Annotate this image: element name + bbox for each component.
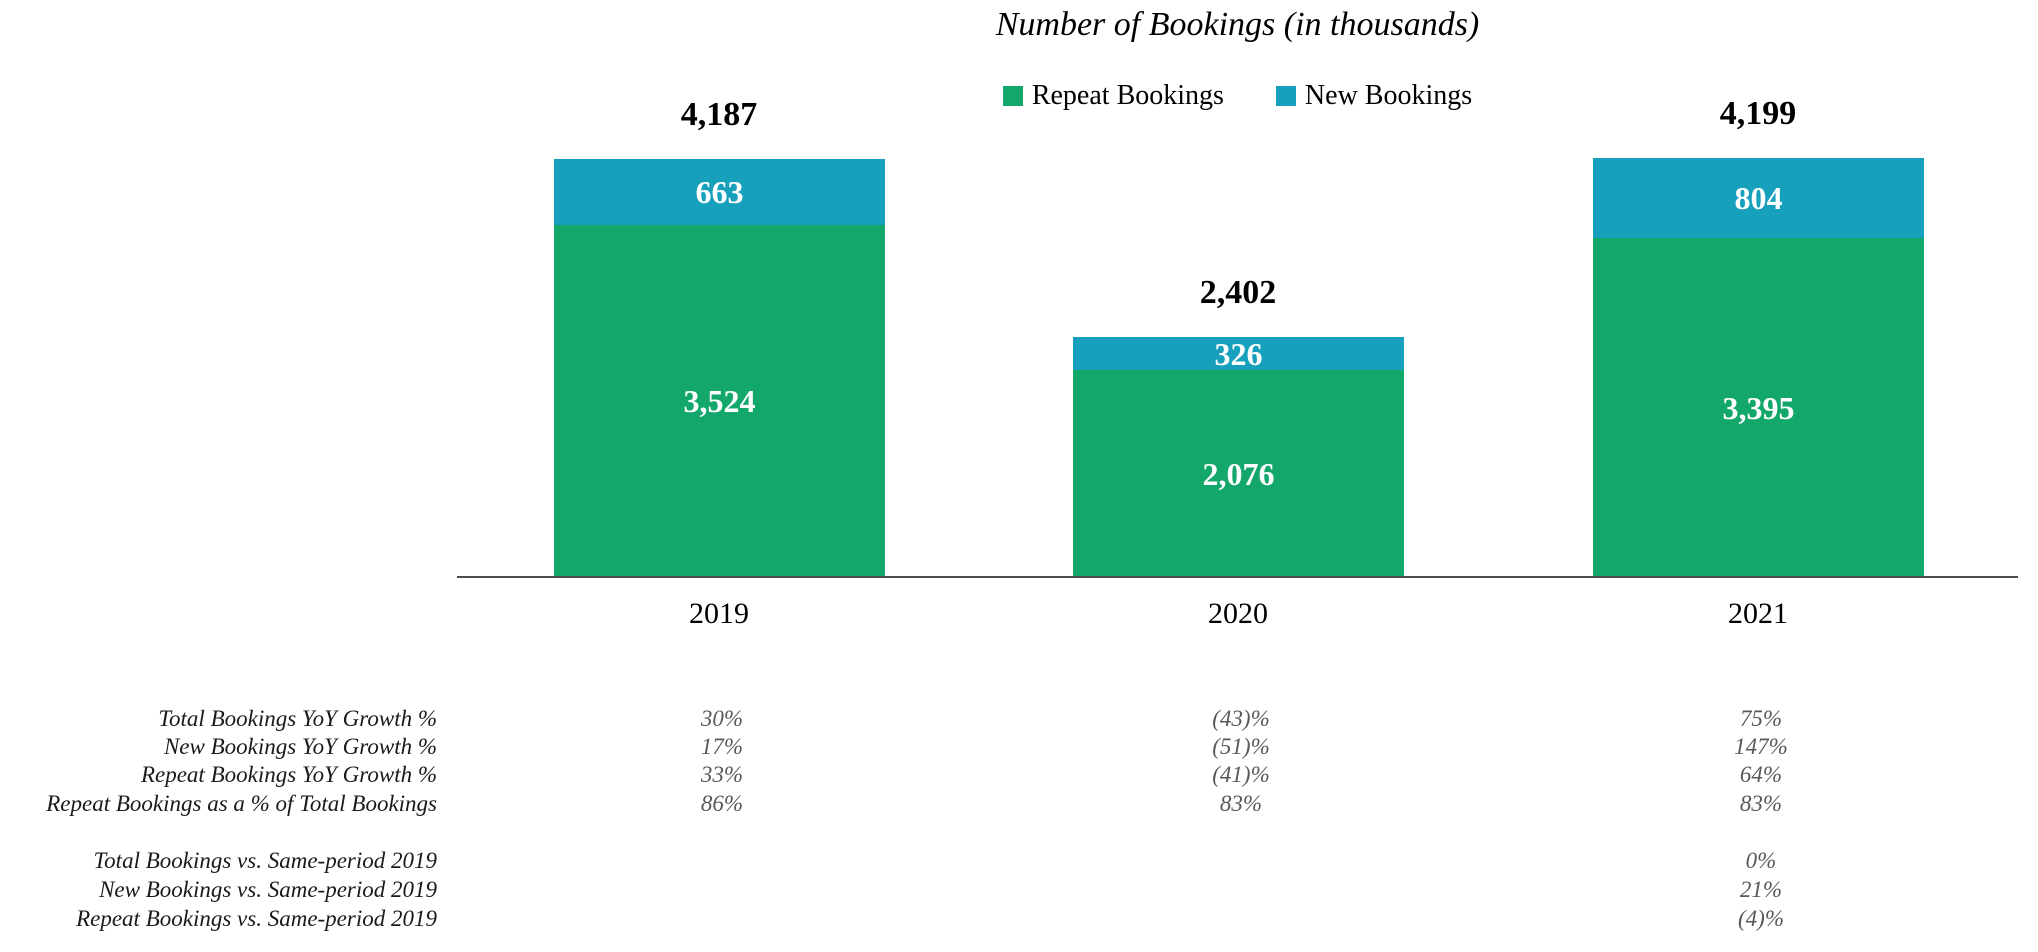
stat-row-label: Total Bookings YoY Growth %	[158, 706, 437, 731]
stat-value-2021: 0%	[1745, 848, 1777, 873]
stat-value-2019: 86%	[700, 791, 744, 816]
legend-item-repeat-bookings: Repeat Bookings	[1002, 80, 1224, 112]
bar-segment-value-label: 3,395	[1722, 389, 1795, 426]
stat-row-label: Total Bookings vs. Same-period 2019	[93, 848, 438, 873]
stat-value-2021: 21%	[1739, 877, 1783, 902]
bar-total-label-2021: 4,199	[1719, 95, 1797, 132]
stat-value-2020: 83%	[1219, 791, 1263, 816]
legend-swatch-new-bookings	[1275, 86, 1296, 106]
legend-item-new-bookings: New Bookings	[1275, 80, 1473, 112]
stat-row-label: Repeat Bookings vs. Same-period 2019	[76, 906, 437, 931]
bar-segment-value-label: 3,524	[683, 383, 756, 419]
bar-segment-value-label: 2,076	[1202, 455, 1275, 492]
bar-segment-repeat-bookings-2020: 2,076	[1073, 370, 1404, 577]
bar-segment-value-label: 326	[1214, 335, 1263, 372]
legend-label: New Bookings	[1304, 80, 1473, 111]
bar-segment-new-bookings-2020: 326	[1073, 337, 1404, 370]
bar-total-label-2020: 2,402	[1199, 274, 1277, 311]
stat-value-2021: 83%	[1739, 791, 1783, 816]
x-axis-label-2021: 2021	[1728, 597, 1788, 630]
stat-value-2019: 17%	[700, 734, 744, 759]
stat-row-label: Repeat Bookings as a % of Total Bookings	[46, 791, 437, 816]
chart-title: Number of Bookings (in thousands)	[995, 6, 1480, 43]
bar-segment-value-label: 804	[1734, 180, 1783, 216]
legend-label: Repeat Bookings	[1031, 80, 1224, 111]
stat-value-2020: (43)%	[1212, 706, 1270, 731]
bar-segment-value-label: 663	[695, 174, 744, 210]
x-axis-line	[457, 576, 2018, 578]
stat-value-2019: 30%	[700, 706, 744, 731]
bar-segment-new-bookings-2021: 804	[1593, 158, 1924, 238]
stat-value-2020: (41)%	[1212, 762, 1270, 787]
x-axis-label-2020: 2020	[1208, 597, 1268, 630]
stat-row-label: Repeat Bookings YoY Growth %	[140, 762, 437, 787]
stat-value-2021: (4)%	[1738, 906, 1784, 931]
stat-row-label: New Bookings YoY Growth %	[163, 734, 437, 759]
stat-value-2021: 75%	[1739, 706, 1783, 731]
bar-segment-repeat-bookings-2019: 3,524	[554, 225, 885, 577]
stat-value-2019: 33%	[700, 762, 744, 787]
bar-segment-new-bookings-2019: 663	[554, 159, 885, 225]
stat-row-label: New Bookings vs. Same-period 2019	[99, 877, 437, 902]
x-axis-label-2019: 2019	[689, 597, 749, 630]
stat-value-2021: 64%	[1739, 762, 1783, 787]
stat-value-2021: 147%	[1734, 734, 1788, 759]
stat-value-2020: (51)%	[1212, 734, 1270, 759]
legend-swatch-repeat-bookings	[1002, 86, 1023, 106]
bar-segment-repeat-bookings-2021: 3,395	[1593, 238, 1924, 577]
chart-legend: Repeat Bookings New Bookings	[457, 80, 2018, 112]
bar-total-label-2019: 4,187	[680, 96, 758, 133]
